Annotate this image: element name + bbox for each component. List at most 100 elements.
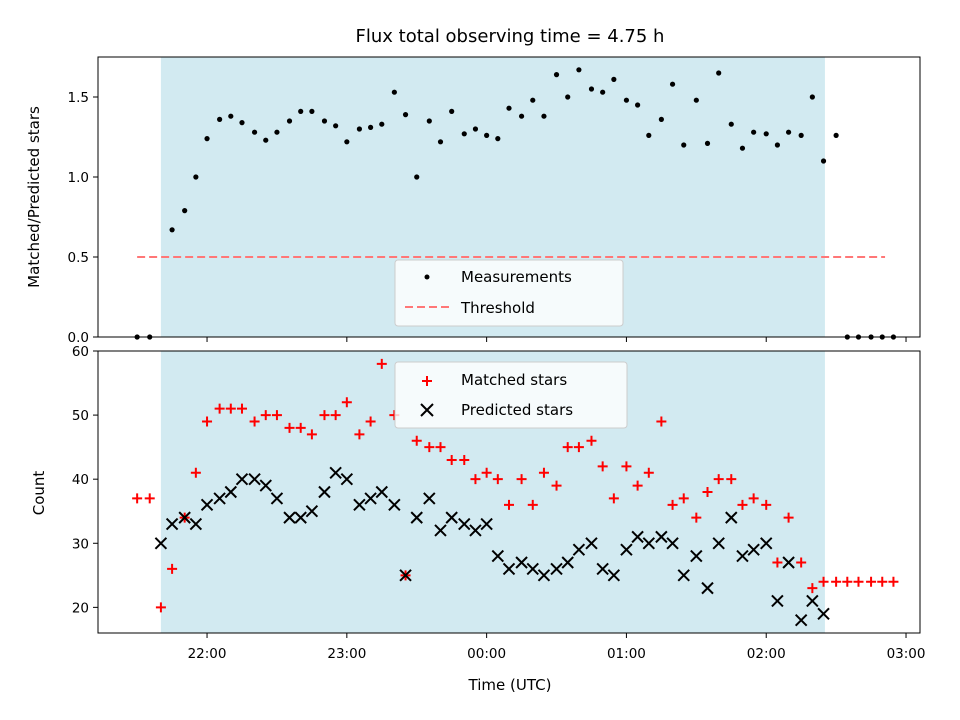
matched-star-point (295, 422, 306, 433)
measurement-point (321, 118, 328, 124)
matched-star-point (761, 499, 772, 510)
matched-star-point (155, 602, 166, 613)
measurement-point (193, 174, 199, 180)
measurement-point (239, 120, 245, 126)
y-tick-label: 0.5 (68, 250, 89, 266)
matched-star-point (249, 416, 260, 427)
x-axis-label: Time (UTC) (468, 676, 552, 694)
measurement-point (785, 129, 792, 135)
predicted-star-point (270, 492, 284, 505)
predicted-star-point (154, 537, 168, 550)
matched-star-point (492, 474, 503, 485)
measurement-point (611, 76, 617, 82)
predicted-star-point (364, 492, 377, 505)
predicted-star-point (259, 479, 272, 492)
predicted-star-point (572, 543, 586, 556)
predicted-star-markers (154, 466, 830, 627)
measurement-point (635, 102, 641, 108)
measurement-point (739, 145, 746, 151)
predicted-star-point (491, 549, 505, 563)
predicted-star-point (353, 498, 366, 512)
bottom-legend: Matched stars Predicted stars (394, 361, 628, 429)
y-tick-label: 0.0 (68, 330, 89, 346)
predicted-star-point (620, 543, 633, 556)
predicted-star-point (817, 607, 830, 620)
measurement-point (565, 94, 571, 100)
predicted-star-point (248, 472, 261, 486)
predicted-star-point (666, 537, 679, 550)
predicted-star-point (725, 511, 738, 524)
matched-star-point (225, 403, 236, 414)
measurement-point (251, 129, 258, 135)
predicted-star-point (235, 472, 249, 486)
measurement-point (530, 97, 536, 103)
measurement-point (298, 108, 304, 114)
measurement-point (204, 136, 210, 142)
measurement-point (809, 94, 815, 100)
predicted-star-point (771, 594, 784, 608)
bottom-legend-box (394, 361, 628, 429)
matched-star-point (597, 461, 608, 472)
matched-star-point (236, 403, 247, 414)
top-y-ticks: 0.0 0.5 1.0 1.5 (68, 90, 98, 346)
measurement-point (426, 118, 432, 124)
matched-star-point (713, 474, 724, 485)
measurement-point (704, 140, 711, 146)
measurement-points (134, 67, 897, 340)
predicted-star-point (469, 524, 482, 537)
predicted-star-point (701, 581, 714, 595)
predicted-star-point (794, 613, 808, 627)
y-tick-label: 30 (72, 536, 89, 552)
predicted-star-point (213, 492, 226, 505)
predicted-star-point (189, 517, 203, 531)
predicted-star-point (596, 562, 609, 576)
predicted-star-point (677, 569, 690, 582)
predicted-star-point (561, 556, 574, 569)
bottom-y-axis-label: Count (30, 471, 48, 516)
predicted-star-point (760, 537, 773, 550)
measurement-point (716, 70, 722, 76)
matched-star-point (667, 499, 678, 510)
predicted-star-point (165, 517, 179, 531)
legend-measurements-marker (424, 274, 430, 280)
measurement-point (286, 118, 293, 124)
y-tick-label: 60 (72, 344, 89, 360)
matched-star-point (214, 403, 225, 414)
predicted-star-point (423, 492, 436, 505)
matched-star-point (726, 474, 737, 485)
matched-star-point (831, 576, 842, 587)
matched-star-point (202, 416, 213, 427)
matched-star-point (481, 467, 492, 478)
matched-star-point (330, 410, 341, 421)
bottom-y-ticks: 20 30 40 50 60 (72, 344, 98, 616)
predicted-star-point (690, 549, 703, 563)
matched-star-point (132, 493, 143, 504)
matched-star-point (411, 435, 422, 446)
matched-star-point (842, 576, 853, 587)
measurement-point (820, 158, 827, 164)
matched-star-point (608, 493, 619, 504)
matched-star-point (341, 397, 352, 408)
bottom-axes-frame (97, 350, 921, 634)
measurement-point (646, 132, 652, 138)
y-tick-label: 1.5 (68, 90, 89, 106)
bottom-x-ticks: 22:00 23:00 00:00 01:00 02:00 03:00 (188, 633, 925, 662)
matched-star-point (678, 493, 689, 504)
predicted-star-point (399, 569, 412, 582)
measurement-point (228, 113, 234, 119)
measurement-point (344, 139, 350, 145)
legend-predicted-marker (420, 403, 434, 417)
matched-star-point (586, 435, 597, 446)
y-tick-label: 1.0 (68, 170, 89, 186)
predicted-star-point (515, 556, 528, 569)
predicted-star-point (537, 569, 551, 582)
matched-star-point (319, 410, 330, 421)
matched-star-point (260, 410, 271, 421)
matched-star-point (818, 576, 829, 587)
measurement-point (437, 139, 444, 145)
matched-star-point (656, 416, 667, 427)
predicted-star-point (283, 511, 296, 524)
y-tick-label: 40 (72, 472, 89, 488)
top-y-axis-label: Matched/Predicted stars (25, 106, 43, 288)
